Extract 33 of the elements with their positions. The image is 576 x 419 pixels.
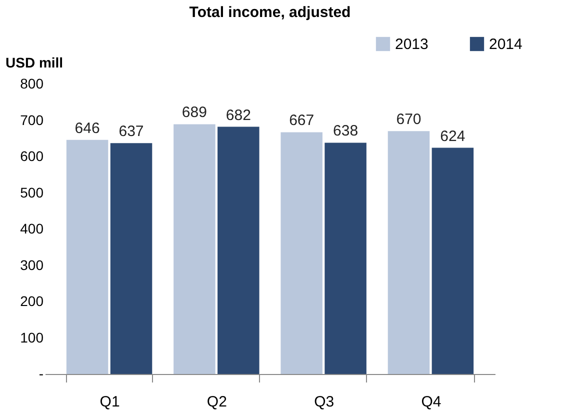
x-tick-label: Q3 [314, 394, 334, 410]
y-tick-label: - [38, 366, 44, 382]
data-label: 638 [333, 122, 358, 140]
y-axis-title: USD mill [6, 54, 64, 70]
bar [218, 126, 260, 374]
data-label: 682 [226, 106, 251, 124]
bar [324, 142, 366, 374]
bar [432, 148, 474, 374]
y-tick-label: 600 [20, 148, 44, 164]
legend-label: 2013 [395, 36, 428, 53]
bar [174, 124, 216, 374]
data-label: 670 [396, 111, 422, 128]
bar [110, 143, 152, 374]
bar [66, 140, 108, 374]
y-tick-label: 300 [20, 256, 44, 273]
x-tick-label: Q2 [206, 394, 227, 410]
data-label: 667 [289, 112, 314, 130]
y-tick-label: 200 [20, 293, 44, 309]
legend-label: 2014 [489, 36, 522, 53]
data-label: 624 [440, 128, 466, 145]
y-tick-label: 500 [20, 184, 44, 200]
x-tick-label: Q1 [100, 394, 120, 410]
bar [388, 131, 430, 374]
data-label: 689 [182, 104, 207, 122]
x-tick-label: Q4 [421, 394, 442, 410]
y-tick-label: 800 [20, 76, 44, 92]
y-tick-label: 700 [20, 112, 44, 128]
chart-title: Total income, adjusted [189, 4, 351, 21]
data-label: 646 [74, 120, 100, 137]
y-tick-label: 100 [20, 329, 44, 346]
data-label: 637 [118, 123, 144, 140]
y-tick-label: 400 [20, 220, 44, 236]
bar [280, 132, 322, 374]
